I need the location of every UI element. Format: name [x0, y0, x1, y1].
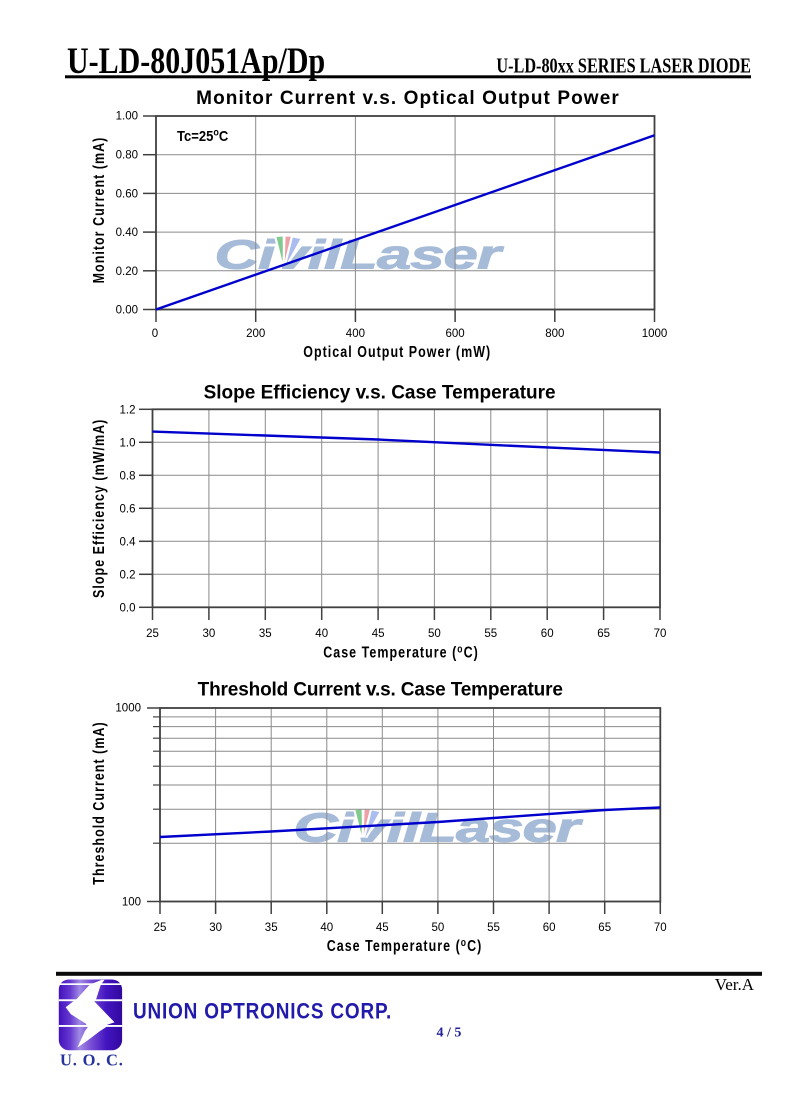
- svg-text:0.60: 0.60: [116, 188, 138, 200]
- svg-text:Slope Efficiency v.s. Case Tem: Slope Efficiency v.s. Case Temperature: [204, 382, 556, 403]
- svg-text:70: 70: [654, 922, 667, 934]
- svg-text:Slope Efficiency (mW/mA): Slope Efficiency (mW/mA): [90, 419, 108, 598]
- svg-text:50: 50: [432, 922, 445, 934]
- svg-text:40: 40: [315, 628, 328, 640]
- svg-text:1.2: 1.2: [120, 404, 136, 416]
- svg-text:60: 60: [543, 922, 556, 934]
- svg-text:0.2: 0.2: [120, 569, 136, 581]
- svg-text:800: 800: [545, 328, 564, 340]
- svg-text:200: 200: [246, 328, 265, 340]
- svg-text:45: 45: [376, 922, 389, 934]
- svg-text:0.00: 0.00: [116, 305, 138, 317]
- svg-text:0.6: 0.6: [120, 503, 136, 515]
- svg-text:Threshold Current (mA): Threshold Current (mA): [90, 721, 108, 884]
- svg-text:1.0: 1.0: [120, 437, 136, 449]
- svg-text:Monitor Current v.s. Optical O: Monitor Current v.s. Optical Output Powe…: [196, 88, 620, 109]
- svg-text:U-LD-80xx SERIES LASER DIODE: U-LD-80xx SERIES LASER DIODE: [496, 55, 751, 79]
- svg-text:25: 25: [154, 922, 167, 934]
- svg-text:0.80: 0.80: [116, 150, 138, 162]
- svg-text:25: 25: [146, 628, 159, 640]
- svg-text:4 / 5: 4 / 5: [437, 1026, 462, 1041]
- svg-text:100: 100: [122, 896, 141, 908]
- svg-text:0: 0: [152, 328, 158, 340]
- svg-text:Monitor Current (mA): Monitor Current (mA): [90, 137, 108, 284]
- svg-text:65: 65: [597, 628, 610, 640]
- svg-text:35: 35: [259, 628, 272, 640]
- svg-text:30: 30: [203, 628, 216, 640]
- svg-text:0.20: 0.20: [116, 266, 138, 278]
- svg-text:Optical Output Power (mW): Optical Output Power (mW): [303, 344, 491, 362]
- svg-text:0.8: 0.8: [120, 470, 136, 482]
- svg-text:0.0: 0.0: [120, 602, 136, 614]
- svg-text:400: 400: [346, 328, 365, 340]
- svg-text:1.00: 1.00: [116, 111, 138, 123]
- svg-text:0.40: 0.40: [116, 227, 138, 239]
- svg-text:45: 45: [372, 628, 385, 640]
- svg-text:Ver.A: Ver.A: [715, 975, 755, 994]
- svg-text:1000: 1000: [115, 702, 141, 714]
- svg-text:Tc=25oC: Tc=25oC: [177, 127, 228, 144]
- svg-text:60: 60: [541, 628, 554, 640]
- svg-text:55: 55: [487, 922, 500, 934]
- svg-text:50: 50: [428, 628, 441, 640]
- svg-text:U. O. C.: U. O. C.: [60, 1051, 124, 1070]
- svg-text:UNION OPTRONICS CORP.: UNION OPTRONICS CORP.: [133, 1000, 392, 1023]
- svg-text:35: 35: [265, 922, 278, 934]
- svg-text:40: 40: [320, 922, 333, 934]
- svg-text:70: 70: [654, 628, 667, 640]
- svg-text:55: 55: [484, 628, 497, 640]
- svg-text:Case Temperature (oC): Case Temperature (oC): [327, 937, 483, 955]
- svg-text:0.4: 0.4: [120, 536, 137, 548]
- svg-text:1000: 1000: [642, 328, 668, 340]
- svg-text:600: 600: [446, 328, 465, 340]
- svg-text:Case Temperature (oC): Case Temperature (oC): [323, 644, 479, 662]
- svg-text:65: 65: [598, 922, 611, 934]
- svg-text:U-LD-80J051Ap/Dp: U-LD-80J051Ap/Dp: [67, 41, 325, 82]
- svg-text:30: 30: [209, 922, 222, 934]
- svg-text:Threshold Current v.s. Case Te: Threshold Current v.s. Case Temperature: [198, 679, 563, 700]
